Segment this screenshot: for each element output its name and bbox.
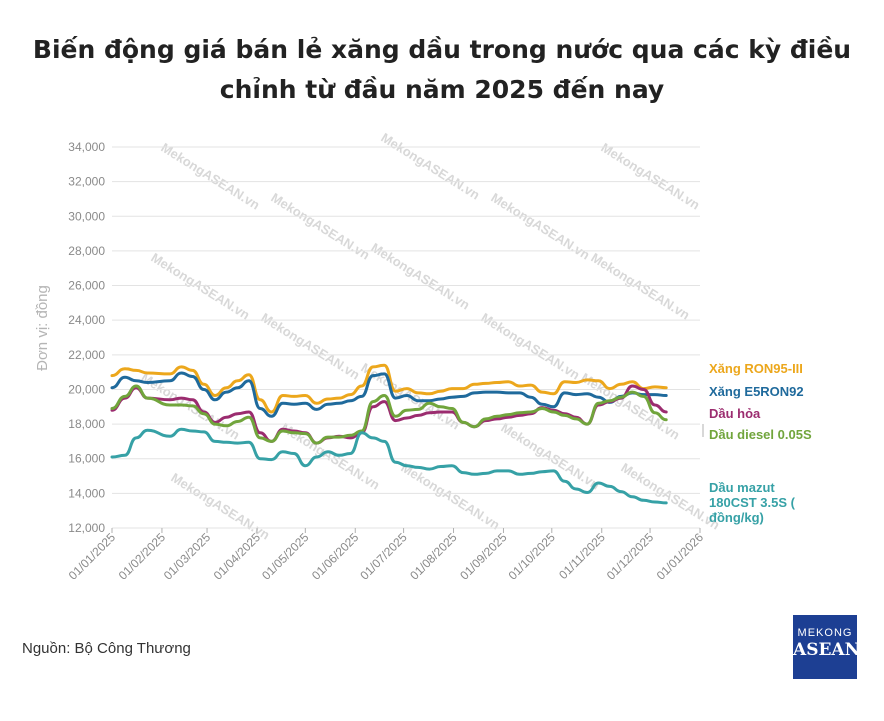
watermark-text: MekongASEAN.vn	[268, 190, 372, 263]
series-end-label: Dầu hỏa	[709, 406, 761, 421]
y-tick-label: 18,000	[68, 417, 105, 431]
watermark-text: MekongASEAN.vn	[258, 310, 362, 383]
y-tick-label: 24,000	[68, 313, 105, 327]
series-end-label-line: 180CST 3.5S (	[709, 495, 796, 510]
series-end-label: Xăng RON95-III	[709, 361, 803, 376]
y-tick-label: 16,000	[68, 452, 105, 466]
x-tick-label: 01/06/2025	[309, 530, 362, 583]
series-line	[110, 427, 668, 505]
x-tick-label: 01/11/2025	[556, 530, 608, 582]
x-tick-label: 01/08/2025	[407, 530, 460, 583]
x-tick-label: 01/10/2025	[506, 530, 559, 583]
watermark-text: MekongASEAN.vn	[488, 190, 592, 263]
series-lines	[110, 363, 668, 505]
watermark-text: MekongASEAN.vn	[588, 250, 692, 323]
source-note: Nguồn: Bộ Công Thương	[22, 640, 191, 657]
y-tick-label: 14,000	[68, 486, 105, 500]
series-end-label-line: Xăng RON95-III	[709, 361, 803, 376]
chart-title: Biến động giá bán lẻ xăng dầu trong nước…	[20, 30, 864, 110]
watermark-text: MekongASEAN.vn	[478, 310, 582, 383]
y-tick-label: 30,000	[68, 209, 105, 223]
x-tick-label: 01/03/2025	[161, 530, 214, 583]
series-line	[110, 384, 668, 445]
y-tick-label: 26,000	[68, 279, 105, 293]
x-tick-label: 01/04/2025	[211, 530, 264, 583]
watermark-layer: MekongASEAN.vn MekongASEAN.vn MekongASEAN.…	[138, 130, 722, 543]
series-line	[110, 363, 668, 414]
series-line	[110, 371, 668, 418]
series-end-label: Dầu mazut 180CST 3.5S (đồng/kg)	[709, 480, 796, 525]
series-end-label-line: Dầu mazut	[709, 480, 775, 495]
logo-line1: MEKONG	[797, 627, 853, 639]
x-tick-label: 01/09/2025	[457, 530, 510, 583]
mekong-asean-logo: MEKONG ASEAN	[793, 615, 861, 679]
y-tick-label: 28,000	[68, 244, 105, 258]
watermark-text: MekongASEAN.vn	[398, 460, 502, 533]
y-axis-label: Đơn vị: đồng	[34, 285, 51, 371]
series-end-label: Dầu diesel 0.05S	[709, 427, 812, 442]
y-axis: 12,000 14,000 16,000 18,000 20,000 22,000 24,0…	[68, 140, 105, 535]
x-tick-label: 01/01/2025	[66, 530, 119, 583]
x-axis: 01/01/202501/02/202501/03/202501/04/2025…	[66, 528, 707, 583]
series-end-label-line: Dầu hỏa	[709, 406, 761, 421]
watermark-text: MekongASEAN.vn	[378, 130, 482, 203]
y-tick-label: 32,000	[68, 175, 105, 189]
y-tick-label: 20,000	[68, 382, 105, 396]
y-tick-label: 12,000	[68, 521, 105, 535]
x-tick-label: 01/12/2025	[604, 530, 657, 583]
y-tick-label: 22,000	[68, 348, 105, 362]
chart-title-line1: Biến động giá bán lẻ xăng dầu trong nước…	[32, 35, 852, 64]
series-end-label-line: Dầu diesel 0.05S	[709, 427, 812, 442]
watermark-text: MekongASEAN.vn	[598, 140, 702, 213]
line-chart: MekongASEAN.vn MekongASEAN.vn MekongASEAN.…	[34, 130, 812, 583]
watermark-text: MekongASEAN.vn	[158, 140, 262, 213]
x-tick-label: 01/07/2025	[357, 530, 410, 583]
logo-line2: ASEAN	[793, 640, 861, 660]
x-tick-label: 01/02/2025	[116, 530, 169, 583]
series-line	[110, 384, 668, 445]
y-tick-label: 34,000	[68, 140, 105, 154]
series-end-label-line: Xăng E5RON92	[709, 384, 804, 399]
chart-title-line2: chỉnh từ đầu năm 2025 đến nay	[219, 75, 665, 104]
series-end-label-line: đồng/kg)	[709, 510, 764, 525]
watermark-text: MekongASEAN.vn	[148, 250, 252, 323]
x-tick-label: 01/01/2026	[654, 530, 707, 583]
series-end-labels: Xăng RON95-III Xăng E5RON92 Dầu hỏa Dầu die…	[702, 361, 812, 525]
watermark-text: MekongASEAN.vn	[498, 420, 602, 493]
series-end-label: Xăng E5RON92	[709, 384, 804, 399]
grid-lines	[112, 146, 700, 529]
